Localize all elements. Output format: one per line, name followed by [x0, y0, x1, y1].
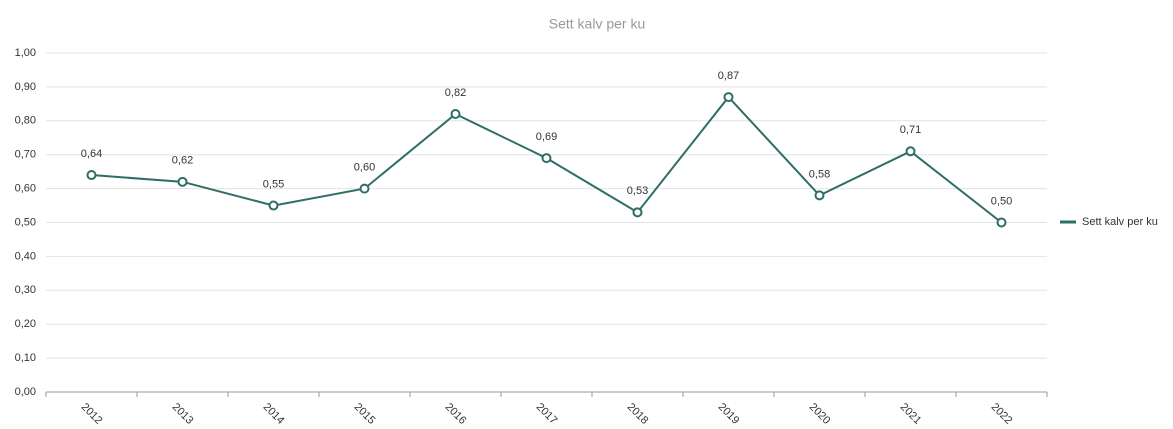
y-tick-label: 0,10 [15, 352, 36, 364]
x-tick-label: 2014 [261, 401, 287, 427]
x-tick-label: 2012 [79, 401, 105, 427]
y-tick-label: 0,70 [15, 149, 36, 161]
chart-title: Sett kalv per ku [549, 16, 646, 32]
data-label: 0,58 [809, 168, 830, 180]
data-point [268, 200, 279, 211]
data-label: 0,55 [263, 178, 284, 190]
y-tick-label: 0,40 [15, 250, 36, 262]
data-label: 0,60 [354, 162, 375, 174]
data-point [996, 217, 1007, 228]
x-tick-label: 2013 [170, 401, 196, 427]
x-tick-label: 2018 [625, 401, 651, 427]
y-tick-label: 0,50 [15, 216, 36, 228]
data-point [541, 153, 552, 164]
data-label: 0,71 [900, 124, 921, 136]
y-tick-label: 0,20 [15, 318, 36, 330]
data-point [814, 190, 825, 201]
legend-label: Sett kalv per ku [1082, 216, 1158, 228]
y-tick-label: 0,90 [15, 81, 36, 93]
data-label: 0,87 [718, 70, 739, 82]
x-tick-label: 2017 [534, 401, 560, 427]
x-tick-label: 2020 [807, 401, 833, 427]
y-tick-label: 1,00 [15, 47, 36, 59]
x-tick-label: 2022 [989, 401, 1015, 427]
data-label: 0,53 [627, 185, 648, 197]
data-label: 0,50 [991, 195, 1012, 207]
data-point [450, 109, 461, 120]
y-tick-label: 0,80 [15, 115, 36, 127]
data-label: 0,69 [536, 131, 557, 143]
y-tick-label: 0,60 [15, 183, 36, 195]
data-point [723, 92, 734, 103]
data-point [905, 146, 916, 157]
x-tick-label: 2015 [352, 401, 378, 427]
data-point [632, 207, 643, 218]
y-tick-label: 0,00 [15, 386, 36, 398]
data-point [86, 170, 97, 181]
y-tick-label: 0,30 [15, 284, 36, 296]
data-point [177, 176, 188, 187]
data-point [359, 183, 370, 194]
data-label: 0,82 [445, 87, 466, 99]
data-label: 0,64 [81, 148, 102, 160]
x-tick-label: 2016 [443, 401, 469, 427]
data-label: 0,62 [172, 155, 193, 167]
x-tick-label: 2019 [716, 401, 742, 427]
x-tick-label: 2021 [898, 401, 924, 427]
